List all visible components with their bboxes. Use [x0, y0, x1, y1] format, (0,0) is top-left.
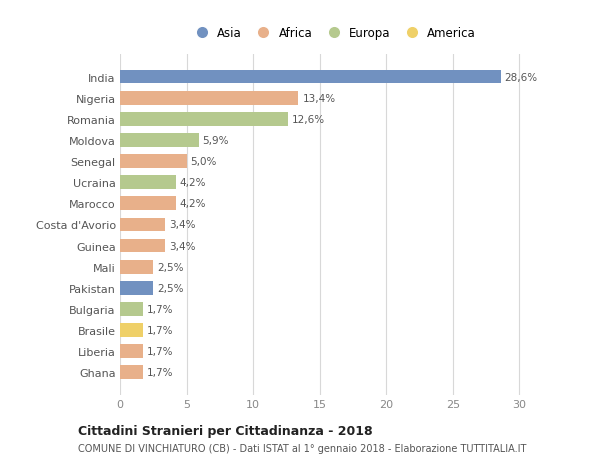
Text: 3,4%: 3,4%: [169, 241, 196, 251]
Text: Cittadini Stranieri per Cittadinanza - 2018: Cittadini Stranieri per Cittadinanza - 2…: [78, 424, 373, 437]
Text: 28,6%: 28,6%: [505, 73, 538, 82]
Text: COMUNE DI VINCHIATURO (CB) - Dati ISTAT al 1° gennaio 2018 - Elaborazione TUTTIT: COMUNE DI VINCHIATURO (CB) - Dati ISTAT …: [78, 443, 526, 453]
Text: 1,7%: 1,7%: [146, 325, 173, 335]
Text: 1,7%: 1,7%: [146, 304, 173, 314]
Bar: [120, 281, 153, 295]
Text: 5,0%: 5,0%: [191, 157, 217, 167]
Text: 1,7%: 1,7%: [146, 347, 173, 356]
Bar: [120, 176, 176, 190]
Text: 4,2%: 4,2%: [180, 178, 206, 188]
Text: 13,4%: 13,4%: [302, 94, 335, 103]
Bar: [120, 302, 143, 316]
Text: 2,5%: 2,5%: [157, 262, 184, 272]
Text: 2,5%: 2,5%: [157, 283, 184, 293]
Text: 12,6%: 12,6%: [292, 115, 325, 124]
Bar: [120, 71, 501, 84]
Bar: [120, 92, 298, 105]
Text: 4,2%: 4,2%: [180, 199, 206, 209]
Text: 3,4%: 3,4%: [169, 220, 196, 230]
Legend: Asia, Africa, Europa, America: Asia, Africa, Europa, America: [190, 27, 476, 40]
Bar: [120, 239, 165, 253]
Bar: [120, 197, 176, 211]
Bar: [120, 324, 143, 337]
Text: 5,9%: 5,9%: [203, 135, 229, 146]
Bar: [120, 134, 199, 147]
Bar: [120, 260, 153, 274]
Bar: [120, 366, 143, 379]
Text: 1,7%: 1,7%: [146, 368, 173, 377]
Bar: [120, 345, 143, 358]
Bar: [120, 218, 165, 232]
Bar: [120, 112, 288, 126]
Bar: [120, 155, 187, 168]
